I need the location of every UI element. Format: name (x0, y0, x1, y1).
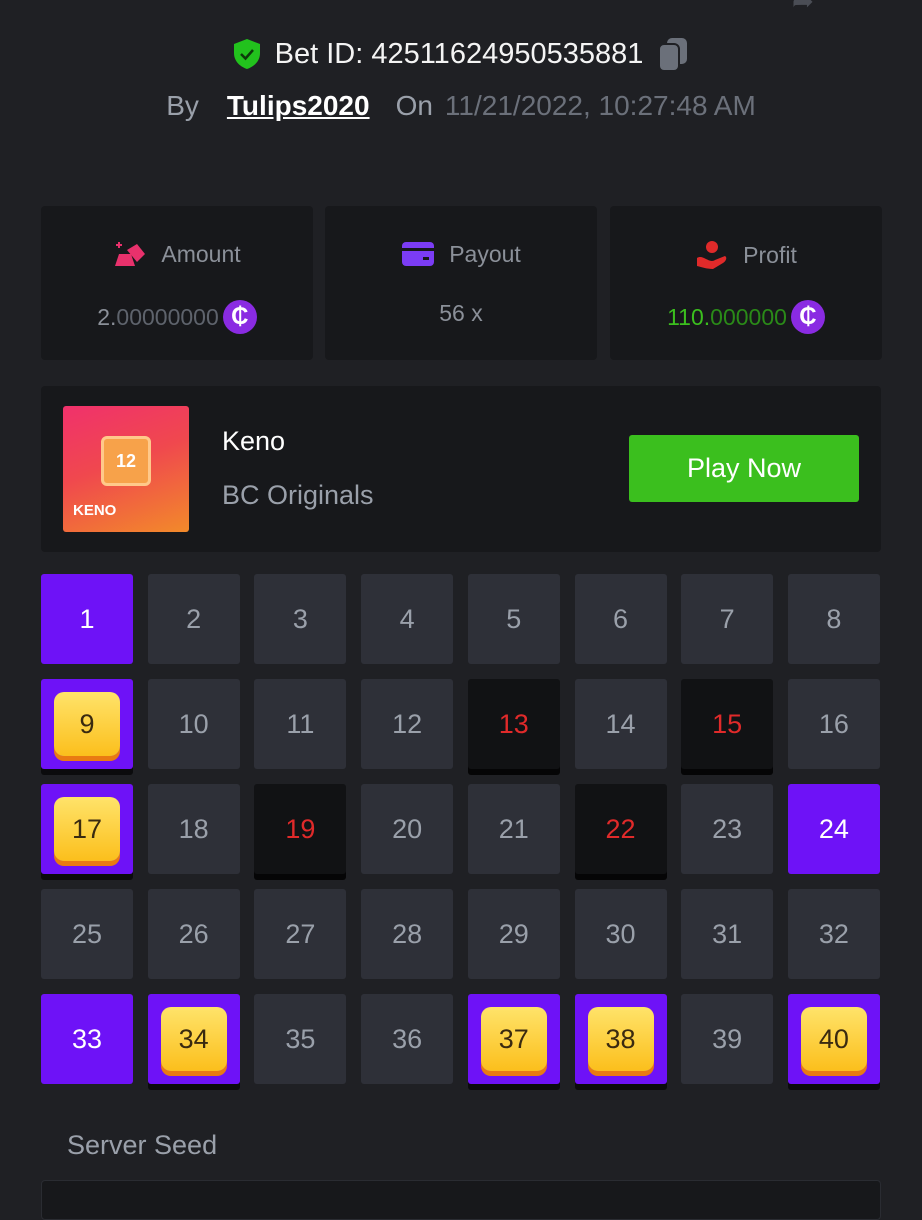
amount-label: Amount (161, 240, 241, 267)
gem-icon: 40 (800, 1007, 867, 1071)
keno-cell: 27 (254, 889, 347, 979)
keno-cell-hit: 17 (41, 784, 133, 874)
keno-cell-picked: 33 (41, 994, 133, 1084)
keno-cell: 14 (574, 679, 667, 769)
game-card: 12 KENO Keno BC Originals Play Now (41, 386, 881, 552)
keno-cell: 8 (787, 574, 880, 664)
keno-logo: KENO (73, 502, 117, 519)
keno-cell: 28 (361, 889, 454, 979)
keno-cell: 35 (254, 994, 347, 1084)
keno-cell: 20 (361, 784, 454, 874)
wallet-icon (402, 242, 435, 266)
keno-cell: 23 (681, 784, 774, 874)
keno-cell: 30 (574, 889, 667, 979)
keno-cell-picked: 1 (41, 574, 133, 664)
game-name: Keno (222, 426, 286, 456)
coin-icon: ₵ (222, 300, 257, 334)
bet-byline: By Tulips2020 On 11/21/2022, 10:27:48 AM (0, 90, 922, 122)
gem-icon: 17 (54, 797, 120, 861)
keno-cell: 6 (574, 574, 667, 664)
keno-cell-hit: 40 (787, 994, 880, 1084)
verified-shield-icon (233, 39, 260, 69)
play-now-button[interactable]: Play Now (629, 435, 859, 502)
keno-cell: 4 (361, 574, 454, 664)
username-link[interactable]: Tulips2020 (226, 90, 370, 121)
keno-cell-hit: 38 (574, 994, 667, 1084)
keno-cell: 36 (361, 994, 454, 1084)
copy-icon[interactable] (657, 36, 689, 72)
on-label: On (395, 90, 433, 121)
game-provider: BC Originals (222, 480, 374, 510)
keno-cell: 10 (147, 679, 240, 769)
amount-value: 2.00000000 (97, 303, 219, 330)
gem-icon: 37 (480, 1007, 547, 1071)
share-icon[interactable]: ➦ (792, 0, 814, 16)
amount-icon (115, 242, 146, 266)
keno-cell-drawn: 19 (254, 784, 347, 874)
by-label: By (166, 90, 199, 121)
keno-cell: 3 (254, 574, 347, 664)
keno-cell: 21 (467, 784, 560, 874)
keno-cell-drawn: 13 (467, 679, 560, 769)
payout-card: Payout 56 x (325, 206, 597, 360)
keno-cell: 11 (254, 679, 347, 769)
keno-cell: 16 (787, 679, 880, 769)
bet-date: 11/21/2022, 10:27:48 AM (444, 90, 756, 121)
amount-card: Amount 2.00000000 ₵ (41, 206, 313, 360)
keno-cell-drawn: 22 (574, 784, 667, 874)
server-seed-field[interactable] (41, 1180, 881, 1220)
keno-cell: 5 (467, 574, 560, 664)
profit-value: 110.000000 (667, 303, 787, 330)
keno-cell: 7 (681, 574, 774, 664)
keno-cell-hit: 37 (467, 994, 560, 1084)
keno-cell-drawn: 15 (681, 679, 774, 769)
coin-icon: ₵ (790, 300, 825, 334)
profit-label: Profit (743, 241, 797, 268)
thumb-gem: 12 (101, 436, 151, 486)
keno-cell: 12 (361, 679, 454, 769)
gem-icon: 34 (160, 1007, 227, 1071)
keno-cell: 32 (787, 889, 880, 979)
server-seed-label: Server Seed (67, 1130, 218, 1160)
profit-hand-icon (697, 241, 727, 269)
gem-icon: 38 (587, 1007, 654, 1071)
keno-cell-picked: 24 (787, 784, 880, 874)
keno-cell-hit: 9 (41, 679, 133, 769)
bet-id-row: Bet ID: 425116249505358​81 (0, 36, 922, 72)
keno-cell: 26 (147, 889, 240, 979)
payout-label: Payout (449, 240, 521, 267)
keno-cell: 39 (681, 994, 774, 1084)
keno-cell-hit: 34 (147, 994, 240, 1084)
payout-value: 56 x (439, 300, 483, 326)
keno-cell: 18 (147, 784, 240, 874)
keno-cell: 29 (467, 889, 560, 979)
profit-card: Profit 110.000000 ₵ (610, 206, 882, 360)
keno-cell: 2 (147, 574, 240, 664)
bet-id: Bet ID: 425116249505358​81 (274, 37, 644, 70)
keno-thumbnail[interactable]: 12 KENO (63, 406, 189, 532)
keno-cell: 31 (681, 889, 774, 979)
keno-cell: 25 (41, 889, 133, 979)
gem-icon: 9 (54, 692, 120, 756)
